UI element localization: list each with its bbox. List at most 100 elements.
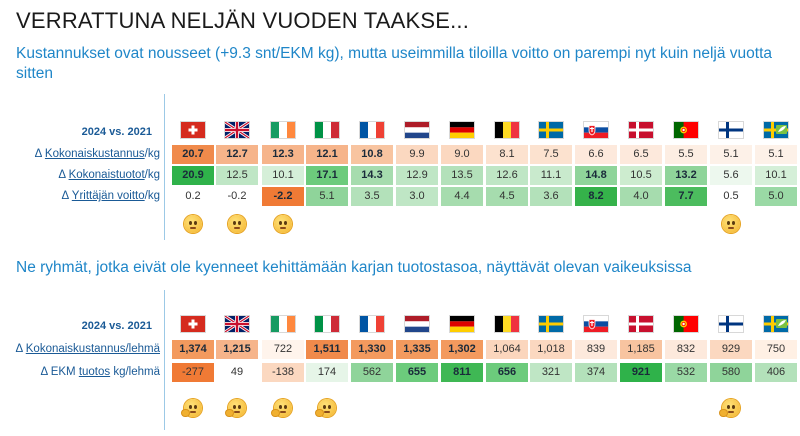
section1-subtitle: Kustannukset ovat nousseet (+9.3 snt/EKM… [16,45,773,82]
value-cell: 49 [216,363,258,382]
value-cell: 562 [351,363,393,382]
value-cell: 921 [620,363,662,382]
value-cell: 12.7 [216,145,258,164]
germany-flag [450,316,474,332]
sweden-organic-flag [764,316,788,332]
worried-face-icon [274,215,292,233]
value-cell: 4.5 [486,187,528,206]
portugal-flag [674,316,698,332]
value-cell: 5.1 [306,187,348,206]
value-cell: 8.1 [486,145,528,164]
value-cell: 8.2 [575,187,617,206]
value-cell: 20.7 [172,145,214,164]
value-cell: 10.8 [351,145,393,164]
value-cell: 13.2 [665,166,707,185]
uk-flag [225,316,249,332]
value-cell: 0.2 [172,187,214,206]
netherlands-flag [405,316,429,332]
value-cell: 1,018 [530,340,572,359]
value-cell: 406 [755,363,797,382]
value-cell: 3.6 [530,187,572,206]
row-label: Δ Kokonaiskustannus/lehmä [2,343,161,355]
row-label-link[interactable]: Kokonaistuotot [68,169,145,181]
value-cell: 929 [710,340,752,359]
section2-subtitle: Ne ryhmät, jotka eivät ole kyenneet kehi… [16,259,692,276]
row-label-prefix: Δ EKM [40,366,79,378]
italy-flag [315,122,339,138]
row-label: Δ EKM tuotos kg/lehmä [2,366,160,378]
value-cell: 9.0 [441,145,483,164]
value-cell: 5.6 [710,166,752,185]
value-cell: 12.3 [262,145,304,164]
portugal-flag [674,122,698,138]
denmark-flag [629,122,653,138]
value-cell: 7.7 [665,187,707,206]
row-label: Δ Kokonaiskustannus/kg [2,148,160,160]
row-label-suffix: /kg [144,148,160,160]
value-cell: 1,511 [306,340,348,359]
value-cell: 17.1 [306,166,348,185]
row-label-link[interactable]: Kokonaiskustannus [44,148,145,160]
value-cell: 580 [710,363,752,382]
sweden-flag [539,122,563,138]
slovakia-flag [584,316,608,332]
sweden-organic-flag [764,122,788,138]
value-cell: 13.5 [441,166,483,185]
ireland-flag [271,122,295,138]
value-cell: 10.1 [262,166,304,185]
row-label-link[interactable]: tuotos [78,366,111,378]
section1-divider [164,94,165,240]
row-label: Δ Kokonaistuotot/kg [2,169,160,181]
worried-face-icon [722,215,740,233]
value-cell: 374 [575,363,617,382]
value-cell: 655 [396,363,438,382]
thinking-face-icon [182,399,202,417]
comparison-header: 2024 vs. 2021 [81,126,152,138]
netherlands-flag [405,122,429,138]
value-cell: 7.5 [530,145,572,164]
value-cell: 20.9 [172,166,214,185]
thinking-face-icon [316,399,336,417]
value-cell: 321 [530,363,572,382]
value-cell: 6.5 [620,145,662,164]
thinking-face-icon [720,399,740,417]
value-cell: 10.1 [755,166,797,185]
value-cell: 1,302 [441,340,483,359]
row-label-suffix: kg/lehmä [110,366,160,378]
row-label-link[interactable]: Yrittäjän voitto [71,190,145,202]
value-cell: 656 [486,363,528,382]
value-cell: 4.0 [620,187,662,206]
denmark-flag [629,316,653,332]
row-label-prefix: Δ [61,190,72,202]
belgium-flag [495,316,519,332]
switzerland-flag [181,122,205,138]
value-cell: 1,330 [351,340,393,359]
page-title: VERRATTUNA NELJÄN VUODEN TAAKSE... [16,8,470,33]
value-cell: 14.8 [575,166,617,185]
france-flag [360,316,384,332]
value-cell: 12.1 [306,145,348,164]
value-cell: 4.4 [441,187,483,206]
row-label-prefix: Δ [58,169,69,181]
worried-face-icon [228,215,246,233]
value-cell: 750 [755,340,797,359]
value-cell: -2.2 [262,187,304,206]
value-cell: 811 [441,363,483,382]
comparison-header: 2024 vs. 2021 [81,320,152,332]
row-label-link[interactable]: Kokonaiskustannus/lehmä [25,343,160,355]
finland-flag [719,122,743,138]
value-cell: 10.5 [620,166,662,185]
switzerland-flag [181,316,205,332]
belgium-flag [495,122,519,138]
worried-face-icon [184,215,202,233]
value-cell: 1,064 [486,340,528,359]
germany-flag [450,122,474,138]
value-cell: 0.5 [710,187,752,206]
value-cell: 1,185 [620,340,662,359]
row-label-suffix: /kg [144,169,160,181]
value-cell: 722 [262,340,304,359]
value-cell: 1,215 [216,340,258,359]
value-cell: 12.5 [216,166,258,185]
row-label: Δ Yrittäjän voitto/kg [2,190,160,202]
value-cell: 174 [306,363,348,382]
